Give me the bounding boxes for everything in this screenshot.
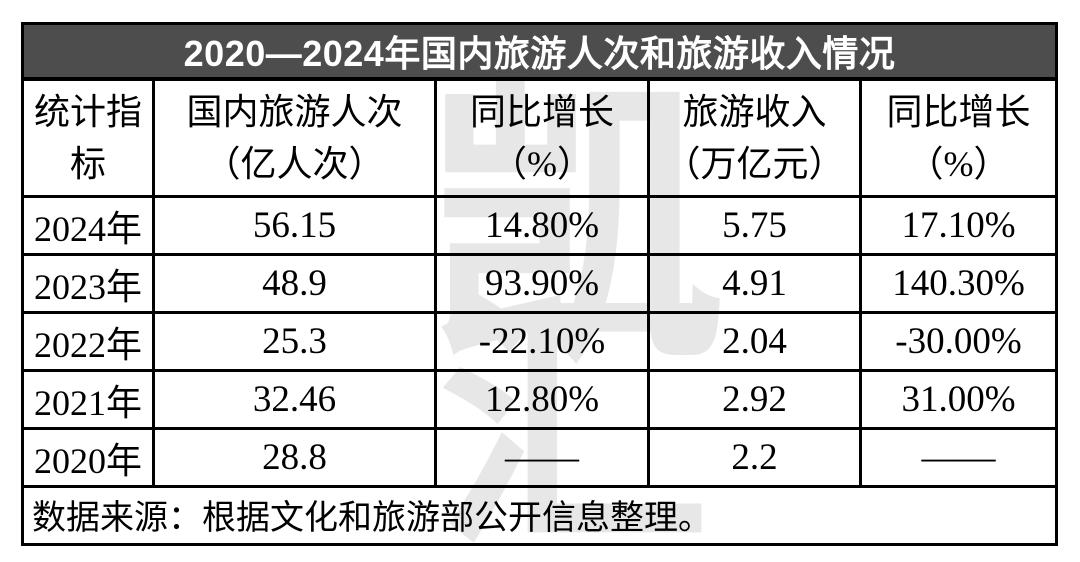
source-note: 数据来源：根据文化和旅游部公开信息整理。 — [21, 485, 1058, 546]
header-label: 标 — [69, 144, 106, 184]
revenue-growth-cell: —— — [859, 427, 1058, 488]
year-cell: 2024年 — [21, 195, 155, 256]
revenue-cell: 5.75 — [647, 195, 862, 256]
revenue-cell: 2.04 — [647, 311, 862, 372]
header-label: 旅游收入 — [682, 91, 827, 132]
header-label: （%） — [491, 144, 593, 184]
header-label: 同比增长 — [469, 91, 614, 132]
title-row: 2020—2024年国内旅游人次和旅游收入情况 — [21, 22, 1058, 81]
header-cell-indicator: 统计指 标 — [21, 77, 155, 198]
trips-cell: 28.8 — [152, 427, 437, 488]
trips-growth-cell: -22.10% — [434, 311, 650, 372]
trips-cell: 56.15 — [152, 195, 437, 256]
header-cell-trips: 国内旅游人次 （亿人次） — [152, 77, 437, 198]
trips-cell: 48.9 — [152, 253, 437, 314]
revenue-growth-cell: 17.10% — [859, 195, 1058, 256]
year-cell: 2023年 — [21, 253, 155, 314]
trips-growth-cell: 14.80% — [434, 195, 650, 256]
table-title: 2020—2024年国内旅游人次和旅游收入情况 — [21, 22, 1058, 81]
header-label: 统计指 — [33, 91, 142, 132]
table-row-2023: 2023年 48.9 93.90% 4.91 140.30% — [21, 253, 1058, 314]
year-cell: 2020年 — [21, 427, 155, 488]
tourism-data-table: 2020—2024年国内旅游人次和旅游收入情况 统计指 标 国内旅游人次 （亿人… — [21, 22, 1058, 546]
revenue-cell: 2.2 — [647, 427, 862, 488]
revenue-growth-cell: 140.30% — [859, 253, 1058, 314]
revenue-cell: 4.91 — [647, 253, 862, 314]
table-row-2021: 2021年 32.46 12.80% 2.92 31.00% — [21, 369, 1058, 430]
header-label: （%） — [907, 144, 1010, 184]
figure-table: 2020—2024年国内旅游人次和旅游收入情况 统计指 标 国内旅游人次 （亿人… — [21, 22, 1058, 546]
table-row-2022: 2022年 25.3 -22.10% 2.04 -30.00% — [21, 311, 1058, 372]
revenue-growth-cell: -30.00% — [859, 311, 1058, 372]
trips-growth-cell: 12.80% — [434, 369, 650, 430]
header-label: 同比增长 — [886, 91, 1031, 132]
revenue-growth-cell: 31.00% — [859, 369, 1058, 430]
header-cell-revenue-growth: 同比增长 （%） — [859, 77, 1058, 198]
trips-cell: 32.46 — [152, 369, 437, 430]
trips-cell: 25.3 — [152, 311, 437, 372]
header-row: 统计指 标 国内旅游人次 （亿人次） 同比增长 （%） 旅游收入 （万亿元） 同… — [21, 77, 1058, 198]
table-row-2020: 2020年 28.8 —— 2.2 —— — [21, 427, 1058, 488]
header-label: （亿人次） — [204, 144, 385, 184]
footer-row: 数据来源：根据文化和旅游部公开信息整理。 — [21, 485, 1058, 546]
trips-growth-cell: —— — [434, 427, 650, 488]
year-cell: 2021年 — [21, 369, 155, 430]
revenue-cell: 2.92 — [647, 369, 862, 430]
header-label: （万亿元） — [664, 144, 845, 184]
header-cell-revenue: 旅游收入 （万亿元） — [647, 77, 862, 198]
header-cell-trips-growth: 同比增长 （%） — [434, 77, 650, 198]
table-row-2024: 2024年 56.15 14.80% 5.75 17.10% — [21, 195, 1058, 256]
trips-growth-cell: 93.90% — [434, 253, 650, 314]
year-cell: 2022年 — [21, 311, 155, 372]
header-label: 国内旅游人次 — [186, 91, 403, 132]
